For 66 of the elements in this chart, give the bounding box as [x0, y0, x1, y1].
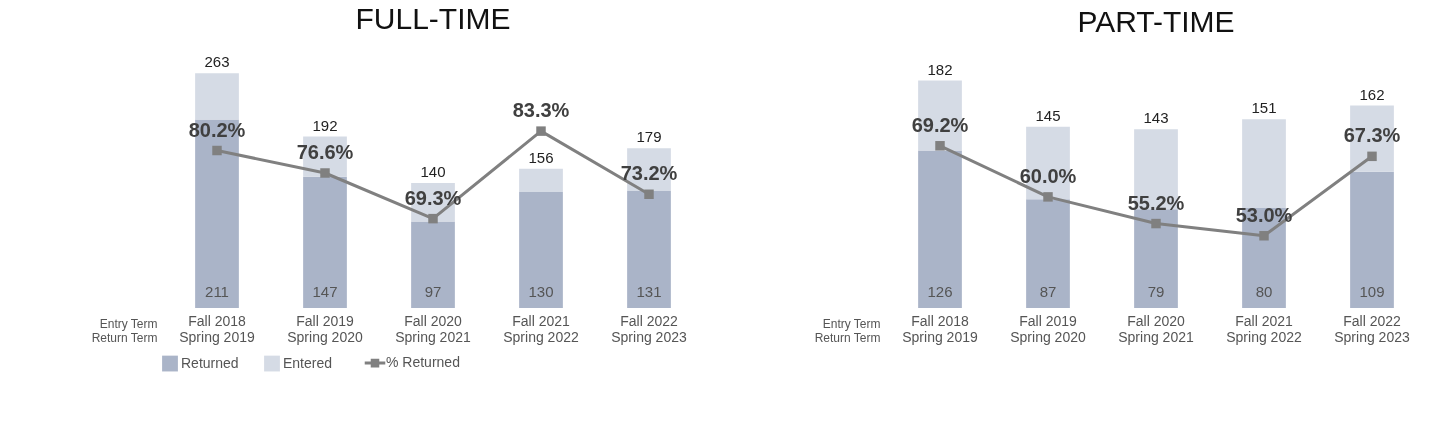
total-label: 151	[1251, 99, 1277, 117]
total-label: 143	[1143, 109, 1169, 127]
data-label: 83.3%	[512, 99, 570, 122]
point	[935, 141, 945, 151]
bar	[1242, 119, 1286, 208]
x-tick-label: Fall 2020 Spring 2021	[1118, 312, 1194, 345]
data-label: 79	[1147, 283, 1165, 300]
chart-title: FULL-TIME	[355, 2, 511, 36]
x-tick-label: Fall 2022 Spring 2023	[1334, 312, 1410, 345]
data-label: 97	[424, 283, 442, 300]
bar	[1134, 209, 1178, 308]
total-label: 182	[927, 60, 953, 78]
legend-label: Entered	[283, 354, 333, 371]
data-label: 55.2%	[1127, 191, 1185, 214]
x-tick-label: Fall 2018 Spring 2019	[902, 312, 978, 345]
data-label: 211	[205, 283, 229, 300]
bar	[1026, 199, 1070, 308]
total-label: 179	[636, 128, 662, 146]
data-label: 131	[636, 283, 662, 300]
point	[428, 213, 438, 224]
data-label: 69.3%	[404, 186, 462, 209]
total-label: 162	[1359, 85, 1385, 103]
point	[1259, 231, 1269, 241]
bar	[918, 150, 962, 308]
bar	[519, 168, 563, 192]
x-axis-title: Entry Term Return Term	[814, 316, 881, 345]
point	[1367, 151, 1377, 162]
bar	[519, 191, 563, 308]
total-label: 145	[1035, 106, 1061, 124]
data-label: 73.2%	[620, 162, 678, 185]
x-tick-label: Fall 2019 Spring 2020	[287, 312, 363, 345]
data-label: 80	[1255, 283, 1273, 300]
chart-title: PART-TIME	[1077, 5, 1235, 38]
point	[644, 189, 654, 199]
x-tick-label: Fall 2020 Spring 2021	[395, 312, 471, 345]
total-label: 140	[420, 163, 446, 180]
data-label: 76.6%	[296, 141, 354, 163]
data-label: 109	[1359, 283, 1385, 300]
x-tick-label: Fall 2021 Spring 2022	[503, 312, 579, 345]
x-tick-label: Fall 2018 Spring 2019	[179, 312, 255, 345]
point	[536, 126, 546, 136]
x-tick-label: Fall 2022 Spring 2023	[611, 312, 687, 345]
total-label: 263	[204, 53, 230, 71]
data-label: 147	[312, 283, 338, 300]
bar	[411, 221, 455, 308]
total-label: 192	[312, 116, 338, 134]
data-label: 60.0%	[1019, 164, 1077, 187]
x-tick-label: Fall 2019 Spring 2020	[1010, 312, 1086, 345]
bar	[627, 191, 671, 308]
data-label: 87	[1039, 283, 1057, 300]
point	[212, 145, 222, 156]
data-label: 130	[528, 283, 554, 300]
bar	[303, 176, 347, 308]
data-label: 69.2%	[911, 113, 969, 136]
point	[1043, 192, 1053, 202]
point	[1151, 218, 1161, 229]
legend-label: % Returned	[386, 354, 460, 371]
total-label: 156	[528, 148, 554, 166]
data-label: 67.3%	[1343, 124, 1401, 147]
bar	[1350, 171, 1394, 308]
data-label: 126	[927, 283, 953, 300]
x-axis-title: Entry Term Return Term	[91, 316, 158, 345]
bar	[195, 73, 239, 120]
point	[320, 168, 330, 178]
x-tick-label: Fall 2021 Spring 2022	[1226, 312, 1302, 345]
legend-label: Returned	[181, 354, 239, 371]
